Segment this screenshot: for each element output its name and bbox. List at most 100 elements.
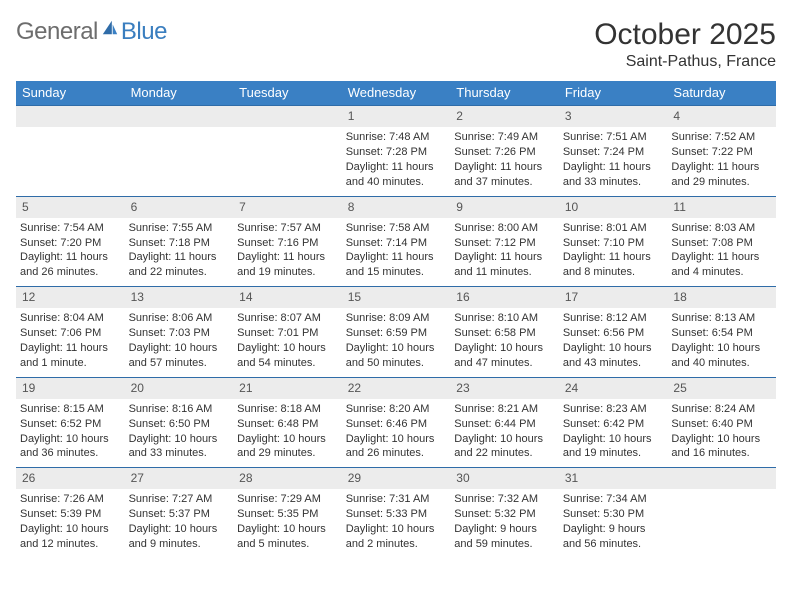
calendar-body: ...1Sunrise: 7:48 AMSunset: 7:28 PMDayli… xyxy=(16,105,776,558)
sunrise-label: Sunrise: 8:01 AM xyxy=(563,221,664,236)
calendar-week: 5Sunrise: 7:54 AMSunset: 7:20 PMDaylight… xyxy=(16,196,776,287)
daylight-label: Daylight: 9 hours and 59 minutes. xyxy=(454,522,555,552)
daylight-label: Daylight: 11 hours and 8 minutes. xyxy=(563,250,664,280)
sunrise-label: Sunrise: 7:52 AM xyxy=(671,130,772,145)
day-number: 19 xyxy=(16,377,125,399)
sunset-label: Sunset: 5:37 PM xyxy=(129,507,230,522)
sunset-label: Sunset: 6:52 PM xyxy=(20,417,121,432)
day-cell: 8Sunrise: 7:58 AMSunset: 7:14 PMDaylight… xyxy=(342,196,451,287)
sunset-label: Sunset: 6:54 PM xyxy=(671,326,772,341)
day-number: 4 xyxy=(667,105,776,127)
sunrise-label: Sunrise: 8:03 AM xyxy=(671,221,772,236)
day-cell: 16Sunrise: 8:10 AMSunset: 6:58 PMDayligh… xyxy=(450,286,559,377)
day-number: 23 xyxy=(450,377,559,399)
weekday-friday: Friday xyxy=(559,81,668,105)
sunrise-label: Sunrise: 8:04 AM xyxy=(20,311,121,326)
day-cell: 30Sunrise: 7:32 AMSunset: 5:32 PMDayligh… xyxy=(450,467,559,558)
sunrise-label: Sunrise: 8:13 AM xyxy=(671,311,772,326)
weekday-header: Sunday Monday Tuesday Wednesday Thursday… xyxy=(16,81,776,105)
sunset-label: Sunset: 7:06 PM xyxy=(20,326,121,341)
sunset-label: Sunset: 7:26 PM xyxy=(454,145,555,160)
day-cell: 5Sunrise: 7:54 AMSunset: 7:20 PMDaylight… xyxy=(16,196,125,287)
weekday-wednesday: Wednesday xyxy=(342,81,451,105)
day-number: 16 xyxy=(450,286,559,308)
calendar: Sunday Monday Tuesday Wednesday Thursday… xyxy=(16,81,776,558)
daylight-label: Daylight: 10 hours and 43 minutes. xyxy=(563,341,664,371)
sunrise-label: Sunrise: 8:12 AM xyxy=(563,311,664,326)
day-cell: 14Sunrise: 8:07 AMSunset: 7:01 PMDayligh… xyxy=(233,286,342,377)
daylight-label: Daylight: 11 hours and 15 minutes. xyxy=(346,250,447,280)
daylight-label: Daylight: 11 hours and 4 minutes. xyxy=(671,250,772,280)
day-cell: 3Sunrise: 7:51 AMSunset: 7:24 PMDaylight… xyxy=(559,105,668,196)
sunrise-label: Sunrise: 7:58 AM xyxy=(346,221,447,236)
day-cell: 15Sunrise: 8:09 AMSunset: 6:59 PMDayligh… xyxy=(342,286,451,377)
sunset-label: Sunset: 6:58 PM xyxy=(454,326,555,341)
day-number: 9 xyxy=(450,196,559,218)
sunrise-label: Sunrise: 7:27 AM xyxy=(129,492,230,507)
day-number: 14 xyxy=(233,286,342,308)
sunset-label: Sunset: 7:14 PM xyxy=(346,236,447,251)
sunset-label: Sunset: 7:16 PM xyxy=(237,236,338,251)
day-number: 18 xyxy=(667,286,776,308)
sunset-label: Sunset: 7:22 PM xyxy=(671,145,772,160)
day-number: 7 xyxy=(233,196,342,218)
sunset-label: Sunset: 5:39 PM xyxy=(20,507,121,522)
day-number: 25 xyxy=(667,377,776,399)
sunrise-label: Sunrise: 7:31 AM xyxy=(346,492,447,507)
sunrise-label: Sunrise: 7:49 AM xyxy=(454,130,555,145)
daylight-label: Daylight: 10 hours and 12 minutes. xyxy=(20,522,121,552)
sunrise-label: Sunrise: 7:26 AM xyxy=(20,492,121,507)
day-cell: 11Sunrise: 8:03 AMSunset: 7:08 PMDayligh… xyxy=(667,196,776,287)
day-cell: 29Sunrise: 7:31 AMSunset: 5:33 PMDayligh… xyxy=(342,467,451,558)
day-number: 21 xyxy=(233,377,342,399)
weekday-saturday: Saturday xyxy=(667,81,776,105)
day-cell: 21Sunrise: 8:18 AMSunset: 6:48 PMDayligh… xyxy=(233,377,342,468)
daylight-label: Daylight: 11 hours and 40 minutes. xyxy=(346,160,447,190)
sunrise-label: Sunrise: 8:21 AM xyxy=(454,402,555,417)
sunrise-label: Sunrise: 8:20 AM xyxy=(346,402,447,417)
day-number: 27 xyxy=(125,467,234,489)
sunset-label: Sunset: 6:59 PM xyxy=(346,326,447,341)
day-number: 31 xyxy=(559,467,668,489)
daylight-label: Daylight: 11 hours and 37 minutes. xyxy=(454,160,555,190)
calendar-week: 12 Sunrise: 8:04 AMSunset: 7:06 PM Dayligh… xyxy=(16,286,776,377)
sunrise-label: Sunrise: 8:10 AM xyxy=(454,311,555,326)
location-label: Saint-Pathus, France xyxy=(594,53,776,71)
sunset-label: Sunset: 7:03 PM xyxy=(129,326,230,341)
daylight-label: Daylight: 11 hours and 22 minutes. xyxy=(129,250,230,280)
day-cell: 25Sunrise: 8:24 AMSunset: 6:40 PMDayligh… xyxy=(667,377,776,468)
calendar-week: ...1Sunrise: 7:48 AMSunset: 7:28 PMDayli… xyxy=(16,105,776,196)
month-title: October 2025 xyxy=(594,18,776,51)
day-number: 12 xyxy=(16,286,125,308)
day-number: 15 xyxy=(342,286,451,308)
day-cell: 4Sunrise: 7:52 AMSunset: 7:22 PMDaylight… xyxy=(667,105,776,196)
sunrise-label: Sunrise: 7:57 AM xyxy=(237,221,338,236)
calendar-week: 26Sunrise: 7:26 AMSunset: 5:39 PMDayligh… xyxy=(16,467,776,558)
day-cell: 18Sunrise: 8:13 AMSunset: 6:54 PMDayligh… xyxy=(667,286,776,377)
sunrise-label: Sunrise: 8:07 AM xyxy=(237,311,338,326)
day-number: 6 xyxy=(125,196,234,218)
day-cell: 17Sunrise: 8:12 AMSunset: 6:56 PMDayligh… xyxy=(559,286,668,377)
sunrise-label: Sunrise: 7:34 AM xyxy=(563,492,664,507)
logo-sail-icon xyxy=(101,19,119,37)
daylight-label: Daylight: 10 hours and 9 minutes. xyxy=(129,522,230,552)
sunset-label: Sunset: 5:32 PM xyxy=(454,507,555,522)
sunrise-label: Sunrise: 8:24 AM xyxy=(671,402,772,417)
day-cell: . xyxy=(16,105,125,196)
sunrise-label: Sunrise: 7:32 AM xyxy=(454,492,555,507)
weekday-sunday: Sunday xyxy=(16,81,125,105)
day-cell: 22Sunrise: 8:20 AMSunset: 6:46 PMDayligh… xyxy=(342,377,451,468)
daylight-label: Daylight: 10 hours and 19 minutes. xyxy=(563,432,664,462)
sunset-label: Sunset: 6:42 PM xyxy=(563,417,664,432)
day-number: . xyxy=(16,105,125,127)
day-cell: 1Sunrise: 7:48 AMSunset: 7:28 PMDaylight… xyxy=(342,105,451,196)
logo-text-blue: Blue xyxy=(121,18,167,46)
day-number: 3 xyxy=(559,105,668,127)
day-cell: . xyxy=(667,467,776,558)
sunset-label: Sunset: 7:12 PM xyxy=(454,236,555,251)
sunrise-label: Sunrise: 7:55 AM xyxy=(129,221,230,236)
daylight-label: Daylight: 10 hours and 36 minutes. xyxy=(20,432,121,462)
day-cell: 28Sunrise: 7:29 AMSunset: 5:35 PMDayligh… xyxy=(233,467,342,558)
day-number: 1 xyxy=(342,105,451,127)
sunset-label: Sunset: 6:50 PM xyxy=(129,417,230,432)
